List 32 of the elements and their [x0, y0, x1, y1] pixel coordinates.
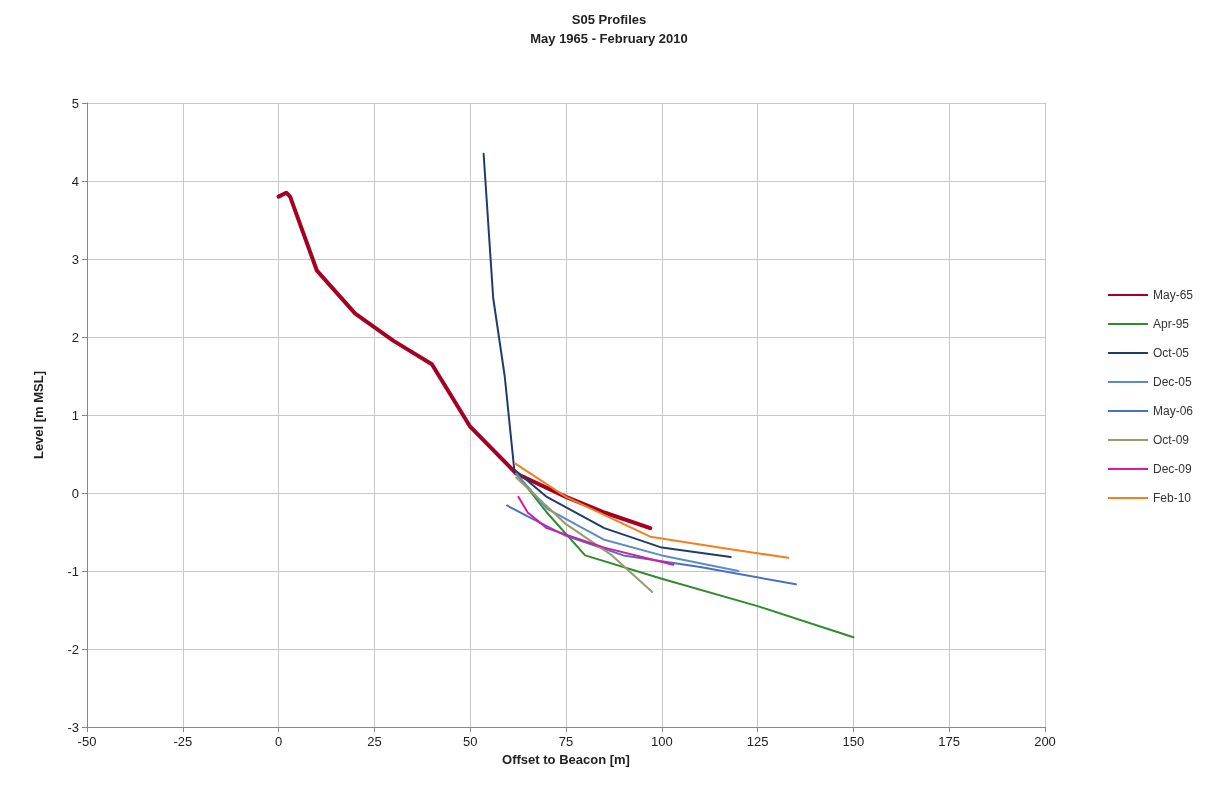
- x-tick-label: -50: [77, 734, 97, 749]
- y-axis-title: Level [m MSL]: [31, 370, 46, 460]
- y-tick-label: -2: [67, 641, 79, 657]
- y-tick-label: 3: [71, 251, 79, 267]
- chart-subtitle: May 1965 - February 2010: [530, 31, 688, 46]
- y-tick-label: 1: [71, 407, 79, 423]
- x-tick-label: 25: [367, 734, 382, 749]
- x-tick-label: 50: [462, 734, 478, 749]
- x-tick-label: -25: [173, 734, 193, 749]
- x-tick-label: 125: [746, 734, 769, 749]
- legend-label: May-06: [1152, 404, 1194, 418]
- x-tick-label: 200: [1034, 734, 1056, 749]
- y-tick-label: 4: [71, 173, 79, 189]
- legend-label: Feb-10: [1152, 491, 1192, 505]
- y-tick-label: 0: [71, 485, 79, 501]
- y-tick-label: -3: [67, 719, 79, 735]
- x-tick-label: 100: [650, 734, 673, 749]
- x-axis-title: Offset to Beacon [m]: [502, 751, 630, 767]
- y-tick-label: -1: [67, 563, 79, 579]
- x-tick-label: 175: [938, 734, 961, 749]
- legend-label: Oct-09: [1152, 433, 1190, 447]
- y-tick-label: 2: [71, 329, 79, 345]
- x-tick-label: 150: [842, 734, 865, 749]
- x-tick-label: 0: [274, 734, 283, 749]
- x-tick-label: 75: [558, 734, 574, 749]
- legend-label: Dec-05: [1152, 375, 1192, 389]
- legend-label: Dec-09: [1152, 462, 1192, 476]
- legend-label: Oct-05: [1152, 346, 1190, 360]
- y-tick-label: 5: [71, 95, 79, 111]
- legend-label: May-65: [1152, 288, 1194, 302]
- chart-title: S05 Profiles: [571, 12, 647, 27]
- legend-label: Apr-95: [1152, 317, 1190, 331]
